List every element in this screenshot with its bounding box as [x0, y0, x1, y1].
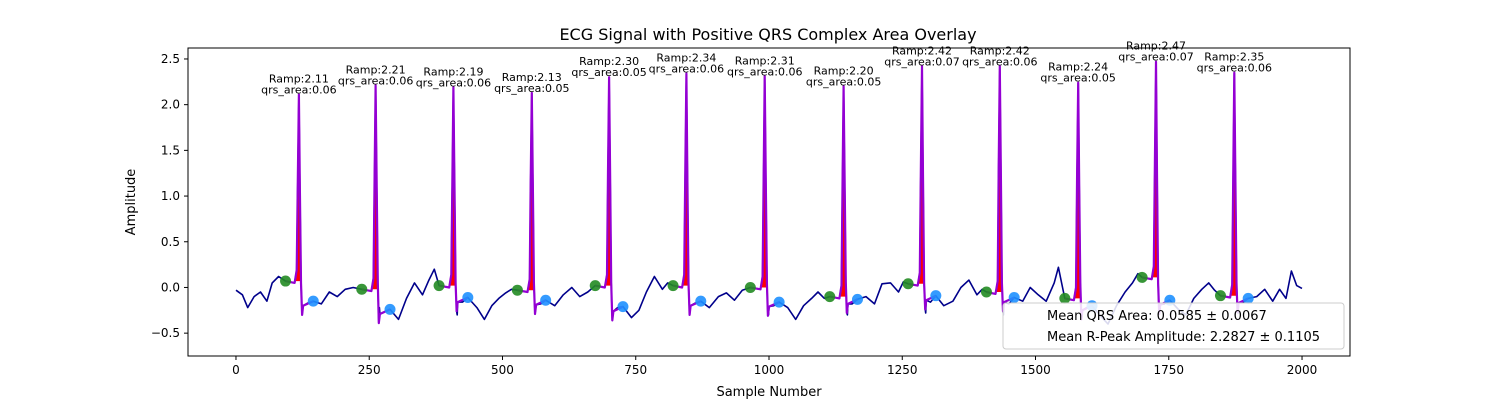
s-offset-marker-4 — [540, 294, 552, 306]
r-amplitude-label-4: Ramp:2.13 — [502, 71, 562, 84]
s-offset-marker-6 — [695, 295, 707, 307]
x-tick-label-750: 750 — [624, 363, 647, 377]
y-tick-label-5: 2.0 — [161, 98, 180, 112]
qrs-segment-9 — [907, 65, 937, 311]
q-onset-marker-7 — [744, 281, 756, 293]
r-amplitude-label-11: Ramp:2.24 — [1048, 61, 1108, 74]
qrs-segment-4 — [517, 91, 547, 316]
qrs-segment-5 — [594, 76, 624, 322]
qrs-area-label-5: qrs_area:0.05 — [571, 66, 646, 79]
q-onset-marker-12 — [1136, 271, 1148, 283]
qrs-area-label-12: qrs_area:0.07 — [1118, 51, 1193, 64]
q-onset-marker-4 — [511, 284, 523, 296]
qrs-area-label-2: qrs_area:0.06 — [338, 74, 413, 87]
legend: Mean QRS Area: 0.0585 ± 0.0067 Mean R-Pe… — [1002, 302, 1345, 350]
qrs-area-label-6: qrs_area:0.06 — [649, 63, 724, 76]
s-offset-marker-10 — [1008, 292, 1020, 304]
qrs-area-label-7: qrs_area:0.06 — [727, 65, 802, 78]
q-onset-marker-10 — [980, 286, 992, 298]
y-tick-label-6: 2.5 — [161, 52, 180, 66]
y-axis-label: Amplitude — [124, 169, 139, 236]
y-tick-label-2: 0.5 — [161, 235, 180, 249]
s-offset-marker-5 — [617, 301, 629, 313]
s-offset-marker-8 — [851, 293, 863, 305]
x-tick-label-1250: 1250 — [887, 363, 918, 377]
x-tick-label-0: 0 — [232, 363, 240, 377]
r-amplitude-label-8: Ramp:2.20 — [814, 64, 874, 77]
r-amplitude-label-1: Ramp:2.11 — [269, 73, 329, 86]
qrs-area-label-8: qrs_area:0.05 — [806, 75, 881, 88]
qrs-area-label-4: qrs_area:0.05 — [494, 82, 569, 95]
qrs-area-label-11: qrs_area:0.05 — [1040, 72, 1115, 85]
x-tick-label-1750: 1750 — [1153, 363, 1184, 377]
qrs-area-label-10: qrs_area:0.06 — [962, 55, 1037, 68]
s-offset-marker-13 — [1242, 292, 1254, 304]
ecg-signal-line — [235, 60, 1303, 325]
q-onset-marker-3 — [433, 280, 445, 292]
y-tick-label-4: 1.5 — [161, 143, 180, 157]
r-amplitude-label-3: Ramp:2.19 — [423, 65, 483, 78]
qrs-area-label-13: qrs_area:0.06 — [1197, 62, 1272, 75]
q-onset-marker-9 — [902, 278, 914, 290]
y-tick-label-1: 0.0 — [161, 280, 180, 294]
qrs-segment-7 — [750, 75, 780, 317]
r-amplitude-label-12: Ramp:2.47 — [1126, 40, 1186, 53]
y-tick-label-0: −0.5 — [151, 326, 180, 340]
s-offset-marker-7 — [773, 296, 785, 308]
s-offset-marker-3 — [462, 292, 474, 304]
s-offset-marker-2 — [384, 303, 396, 315]
qrs-area-label-9: qrs_area:0.07 — [884, 55, 959, 68]
qrs-segment-6 — [672, 72, 702, 316]
qrs-segment-2 — [361, 84, 391, 325]
r-amplitude-label-7: Ramp:2.31 — [735, 54, 795, 67]
qrs-segment-1 — [285, 93, 314, 316]
r-amplitude-label-6: Ramp:2.34 — [656, 52, 716, 65]
x-tick-label-250: 250 — [358, 363, 381, 377]
qrs-area-label-1: qrs_area:0.06 — [261, 84, 336, 97]
q-onset-marker-13 — [1214, 290, 1226, 302]
x-tick-label-2000: 2000 — [1287, 363, 1318, 377]
legend-entry-r-peak: Mean R-Peak Amplitude: 2.2827 ± 0.1105 — [1047, 330, 1320, 345]
x-axis-ticks: 0 250 500 750 1000 1250 1500 1750 2000 — [232, 356, 1317, 377]
x-axis-label: Sample Number — [716, 385, 822, 400]
x-tick-label-500: 500 — [491, 363, 514, 377]
q-onset-marker-2 — [356, 283, 368, 295]
s-offset-marker-9 — [930, 290, 942, 302]
r-amplitude-label-13: Ramp:2.35 — [1204, 51, 1264, 64]
plot-area: Ramp:2.11qrs_area:0.06Ramp:2.21qrs_area:… — [235, 40, 1303, 325]
q-onset-marker-5 — [589, 280, 601, 292]
r-amplitude-label-5: Ramp:2.30 — [579, 55, 639, 68]
r-amplitude-label-2: Ramp:2.21 — [346, 63, 406, 76]
q-onset-marker-1 — [280, 275, 292, 287]
q-onset-marker-11 — [1059, 292, 1071, 304]
y-tick-label-3: 1.0 — [161, 189, 180, 203]
x-tick-label-1500: 1500 — [1020, 363, 1051, 377]
q-onset-marker-8 — [824, 291, 836, 303]
x-tick-label-1000: 1000 — [754, 363, 785, 377]
legend-entry-qrs-area: Mean QRS Area: 0.0585 ± 0.0067 — [1047, 309, 1267, 324]
qrs-area-label-3: qrs_area:0.06 — [416, 76, 491, 89]
s-offset-marker-1 — [307, 295, 319, 307]
legend-box — [1002, 302, 1345, 350]
y-axis-ticks: −0.5 0.0 0.5 1.0 1.5 2.0 2.5 — [151, 52, 188, 340]
qrs-segment-3 — [438, 86, 469, 313]
qrs-segment-8 — [829, 85, 858, 315]
q-onset-marker-6 — [667, 280, 679, 292]
chart-title: ECG Signal with Positive QRS Complex Are… — [559, 25, 976, 44]
